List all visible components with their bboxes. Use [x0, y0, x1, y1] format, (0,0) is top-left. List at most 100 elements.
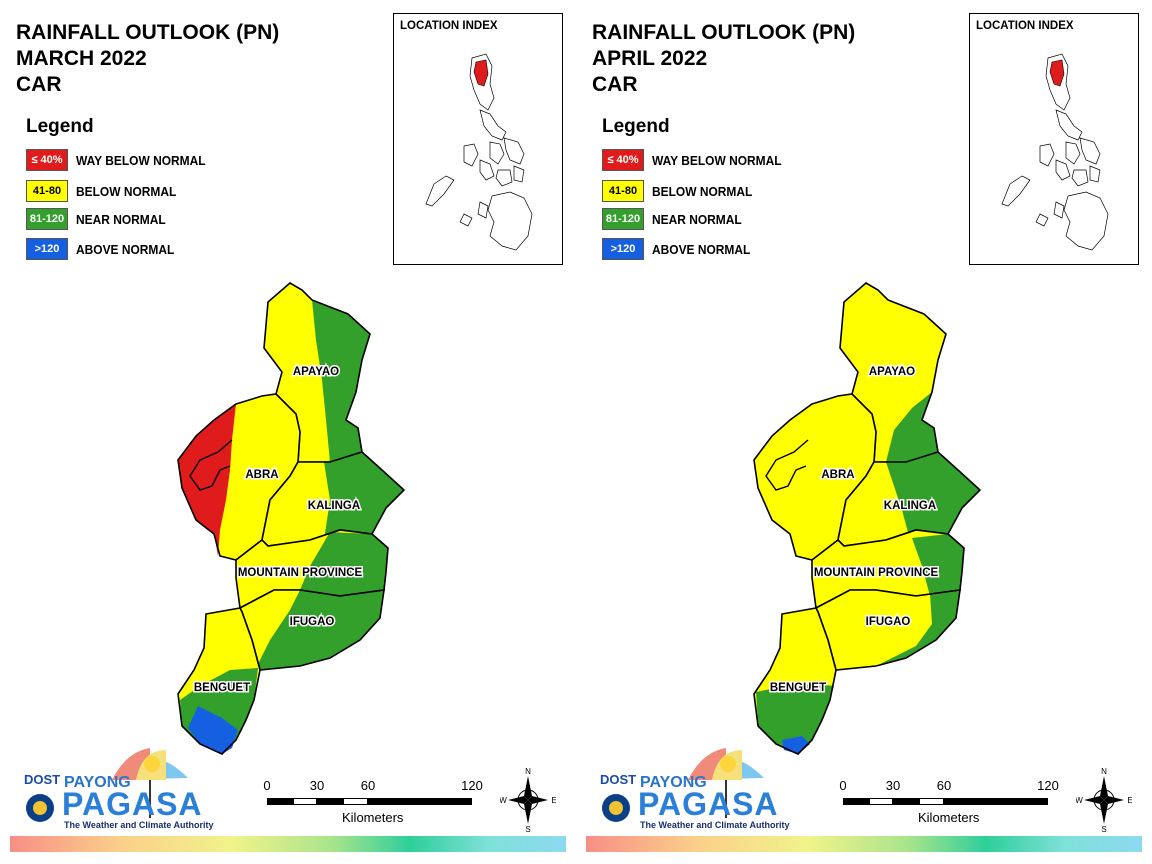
legend-swatch: 41-80 [602, 180, 644, 202]
scale-segment [843, 798, 869, 805]
scale-unit-label: Kilometers [342, 810, 404, 825]
pagasa-logo: DOST PAYONG PAGASA The Weather and Clima… [592, 740, 790, 832]
title-line-3: CAR [592, 73, 638, 96]
scale-segment [343, 798, 368, 805]
gradient-footer-bar [586, 836, 1142, 852]
payong-text: PAYONG [640, 774, 707, 791]
scale-tick: 0 [839, 778, 847, 793]
legend-item-below-normal: 41-80 BELOW NORMAL [26, 179, 185, 203]
legend-title: Legend [602, 116, 670, 137]
label-apayao: APAYAO [869, 366, 915, 378]
label-ifugao: IFUGAO [290, 616, 335, 628]
scale-tick: 30 [885, 778, 901, 793]
label-ifugao: IFUGAO [866, 616, 911, 628]
compass-e: E [1127, 796, 1132, 805]
compass-s: S [1101, 825, 1106, 832]
umbrella-icon [602, 748, 764, 822]
compass-n: N [525, 767, 531, 776]
title-line-1: RAINFALL OUTLOOK (PN) [16, 21, 280, 44]
scale-segment [944, 798, 1048, 805]
car-rainfall-map: APAYAO ABRA KALINGA MOUNTAIN PROVINCE IF… [177, 282, 406, 755]
inset-title: LOCATION INDEX [976, 20, 1074, 32]
province-kalinga [837, 451, 982, 547]
legend-swatch: 81-120 [26, 208, 68, 230]
province-benguet [753, 607, 837, 755]
legend-item-way-below-normal: ≤ 40% WAY BELOW NORMAL [26, 148, 217, 172]
scale-tick: 0 [263, 778, 271, 793]
scale-unit-label: Kilometers [918, 810, 980, 825]
legend-swatch: >120 [26, 238, 68, 260]
legend-label: WAY BELOW NORMAL [652, 152, 782, 168]
payong-text: PAYONG [64, 774, 131, 791]
compass-n: N [1101, 767, 1107, 776]
scale-segment [893, 798, 919, 805]
scale-segment [317, 798, 343, 805]
legend-item-near-normal: 81-120 NEAR NORMAL [26, 207, 174, 231]
label-mountain-province: MOUNTAIN PROVINCE [814, 567, 939, 579]
legend-item-above-normal: >120 ABOVE NORMAL [602, 237, 759, 261]
province-apayao [839, 282, 947, 463]
legend-swatch: 41-80 [26, 180, 68, 202]
compass-w: W [1076, 796, 1083, 805]
compass-rose-icon: N S E W [499, 767, 556, 834]
dost-text: DOST [24, 772, 61, 787]
legend: Legend ≤ 40% WAY BELOW NORMAL 41-80 BELO… [602, 116, 862, 260]
legend-label: BELOW NORMAL [76, 183, 177, 199]
car-rainfall-map: APAYAO ABRA KALINGA MOUNTAIN PROVINCE IF… [753, 282, 982, 755]
scale-tick: 120 [461, 778, 483, 793]
legend-swatch: >120 [602, 238, 644, 260]
legend: Legend ≤ 40% WAY BELOW NORMAL 41-80 BELO… [26, 116, 286, 260]
title-line-2: MARCH 2022 [16, 47, 147, 70]
label-kalinga: KALINGA [884, 500, 936, 512]
title-line-2: APRIL 2022 [592, 47, 708, 70]
label-benguet: BENGUET [770, 682, 826, 694]
map-title: RAINFALL OUTLOOK (PN) APRIL 2022 CAR [592, 20, 855, 98]
outlook-panel-march: RAINFALL OUTLOOK (PN) MARCH 2022 CAR Leg… [10, 13, 566, 852]
gradient-footer-bar [10, 836, 566, 852]
scale-segment [869, 798, 893, 805]
compass-rose-icon: N S E W [1075, 767, 1132, 834]
legend-item-below-normal: 41-80 BELOW NORMAL [602, 179, 761, 203]
scale-tick: 120 [1037, 778, 1059, 793]
umbrella-icon [26, 748, 188, 822]
legend-label: ABOVE NORMAL [652, 241, 751, 257]
legend-item-way-below-normal: ≤ 40% WAY BELOW NORMAL [602, 148, 793, 172]
province-ifugao [814, 589, 961, 671]
north-arrow: N S E W [499, 766, 556, 834]
tagline-text: The Weather and Climate Authority [640, 820, 790, 830]
scale-bar: 0 30 60 120 Kilometers [262, 778, 492, 828]
legend-item-above-normal: >120 ABOVE NORMAL [26, 237, 183, 261]
legend-title: Legend [26, 116, 94, 137]
north-arrow: N S E W [1075, 766, 1132, 834]
label-apayao: APAYAO [293, 366, 339, 378]
outlook-panel-april: RAINFALL OUTLOOK (PN) APRIL 2022 CAR Leg… [576, 0, 1152, 864]
label-mountain-province: MOUNTAIN PROVINCE [238, 567, 363, 579]
legend-label: BELOW NORMAL [652, 183, 753, 199]
compass-w: W [500, 796, 507, 805]
location-index-inset: LOCATION INDEX [969, 13, 1139, 265]
legend-swatch: ≤ 40% [602, 149, 644, 171]
scale-bar: 0 30 60 120 Kilometers [838, 778, 1068, 828]
map-title: RAINFALL OUTLOOK (PN) MARCH 2022 CAR [16, 20, 279, 98]
label-kalinga: KALINGA [308, 500, 360, 512]
pagasa-text: PAGASA [62, 786, 203, 822]
province-ifugao [238, 589, 385, 671]
legend-item-near-normal: 81-120 NEAR NORMAL [602, 207, 750, 231]
philippines-outline-map [425, 53, 533, 251]
legend-label: ABOVE NORMAL [76, 241, 175, 257]
province-benguet [177, 607, 261, 755]
location-index-inset: LOCATION INDEX [393, 13, 563, 265]
scale-segment [919, 798, 944, 805]
legend-label: NEAR NORMAL [76, 211, 166, 227]
scale-segment [368, 798, 472, 805]
province-mountain-province [235, 529, 389, 610]
legend-swatch: 81-120 [602, 208, 644, 230]
label-benguet: BENGUET [194, 682, 250, 694]
legend-swatch: ≤ 40% [26, 149, 68, 171]
compass-e: E [551, 796, 556, 805]
province-mountain-province [811, 529, 965, 610]
tagline-text: The Weather and Climate Authority [64, 820, 214, 830]
legend-label: WAY BELOW NORMAL [76, 152, 206, 168]
dost-text: DOST [600, 772, 637, 787]
pagasa-text: PAGASA [638, 786, 779, 822]
